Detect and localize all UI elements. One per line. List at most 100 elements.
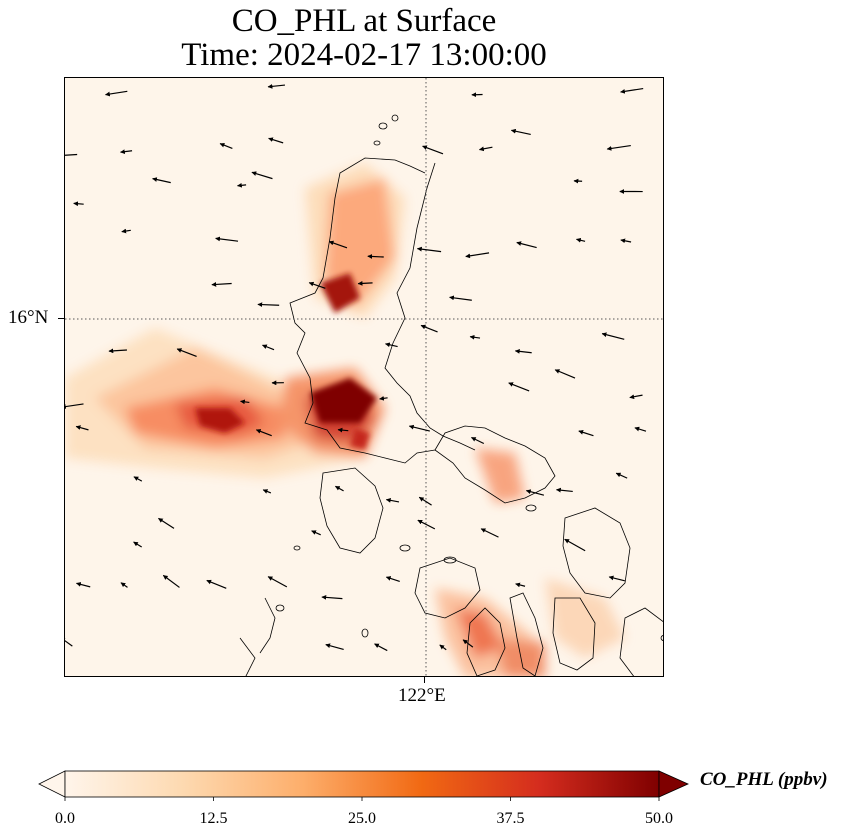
wind-arrow: [556, 487, 573, 493]
wind-arrow: [65, 637, 73, 647]
wind-arrow: [215, 236, 239, 242]
wind-arrow: [267, 576, 288, 588]
title-line-1: CO_PHL at Surface: [231, 3, 497, 39]
wind-arrow: [121, 228, 131, 234]
wind-arrow: [251, 171, 273, 180]
wind-arrow: [206, 579, 227, 589]
colorbar: [38, 770, 689, 801]
wind-arrow: [620, 87, 644, 94]
wind-arrow: [554, 369, 576, 379]
wind-arrow: [211, 282, 232, 287]
colorbar-gradient: [64, 770, 660, 798]
colorbar-tick-label: 12.5: [199, 810, 228, 827]
wind-arrow: [240, 399, 250, 405]
wind-arrow: [162, 574, 180, 588]
wind-arrow: [417, 519, 436, 530]
wind-arrow: [176, 348, 197, 357]
wind-arrow: [262, 489, 272, 494]
wind-arrow: [311, 530, 321, 536]
latitude-tick-label: 16°N: [8, 307, 49, 328]
wind-arrow: [465, 252, 490, 259]
wind-arrow: [515, 582, 526, 588]
wind-arrow: [469, 334, 481, 340]
gridlines: [65, 78, 663, 676]
map-canvas: [65, 78, 663, 676]
colorbar-tick-label: 0.0: [55, 810, 75, 827]
wind-arrow: [615, 472, 628, 479]
coastlines: [239, 114, 663, 676]
wind-arrow: [379, 395, 388, 401]
wind-arrow: [422, 145, 444, 155]
wind-arrow: [510, 128, 531, 136]
wind-arrow: [514, 348, 532, 354]
wind-arrow: [516, 241, 537, 249]
map-title: CO_PHL at Surface Time: 2024-02-17 13:00…: [64, 4, 664, 72]
wind-arrow: [158, 517, 175, 529]
wind-arrow: [268, 137, 284, 144]
wind-arrow: [578, 430, 594, 437]
wind-arrow: [606, 144, 631, 151]
wind-arrow: [367, 254, 384, 259]
wind-arrow: [337, 427, 349, 433]
wind-arrow: [255, 429, 272, 437]
wind-arrow: [629, 394, 643, 400]
wind-arrow: [308, 281, 326, 289]
wind-arrow: [374, 643, 388, 652]
wind-arrow: [133, 541, 142, 548]
wind-arrow: [108, 348, 127, 354]
wind-arrow: [601, 332, 625, 340]
wind-arrow: [267, 83, 286, 89]
lon-tick-mark: [424, 677, 425, 683]
wind-arrow: [120, 149, 133, 155]
wind-arrow: [462, 639, 474, 648]
wind-arrow: [439, 644, 447, 651]
wind-arrow: [385, 498, 400, 503]
wind-arrow: [219, 142, 233, 149]
colorbar-min-extend: [38, 770, 66, 798]
wind-arrow: [385, 576, 400, 583]
longitude-tick-label: 122°E: [398, 685, 446, 706]
colorbar-tick-label: 37.5: [496, 810, 525, 827]
co-concentration-field: [65, 163, 625, 676]
wind-arrow: [133, 476, 143, 482]
wind-arrow: [335, 485, 344, 492]
wind-arrow: [328, 240, 348, 249]
wind-arrow: [262, 344, 275, 351]
wind-arrow: [416, 246, 442, 253]
wind-arrow: [357, 280, 373, 286]
wind-arrow: [325, 643, 344, 650]
wind-arrow: [418, 496, 432, 506]
wind-arrow: [75, 425, 89, 431]
wind-arrow: [385, 342, 398, 348]
colorbar-max-extend: [658, 770, 689, 798]
colorbar-tick-label: 50.0: [645, 810, 673, 827]
wind-arrow: [237, 182, 247, 188]
wind-arrow: [608, 575, 625, 582]
wind-arrow: [105, 90, 128, 97]
wind-arrow: [576, 237, 586, 243]
wind-arrow: [620, 238, 632, 244]
wind-arrow: [120, 582, 128, 588]
wind-arrow: [525, 489, 545, 496]
wind-arrow: [480, 528, 499, 538]
wind-arrow: [65, 153, 78, 156]
colorbar-label: CO_PHL (ppbv): [700, 769, 828, 790]
wind-arrow: [257, 302, 280, 307]
wind-vectors: [65, 83, 647, 652]
wind-arrow: [321, 594, 343, 600]
wind-arrow: [449, 295, 472, 301]
wind-arrow: [471, 436, 485, 445]
wind-arrow: [73, 201, 84, 207]
wind-arrow: [564, 538, 586, 552]
wind-arrow: [65, 403, 84, 409]
wind-arrow: [76, 582, 91, 588]
wind-arrow: [508, 382, 530, 392]
lat-tick-mark: [58, 318, 64, 319]
wind-arrow: [478, 146, 493, 152]
wind-arrow: [408, 424, 430, 432]
wind-arrow: [152, 177, 171, 184]
wind-arrow: [420, 324, 438, 333]
wind-arrow: [634, 426, 647, 432]
map-panel[interactable]: [64, 77, 664, 677]
title-line-2: Time: 2024-02-17 13:00:00: [181, 37, 547, 73]
